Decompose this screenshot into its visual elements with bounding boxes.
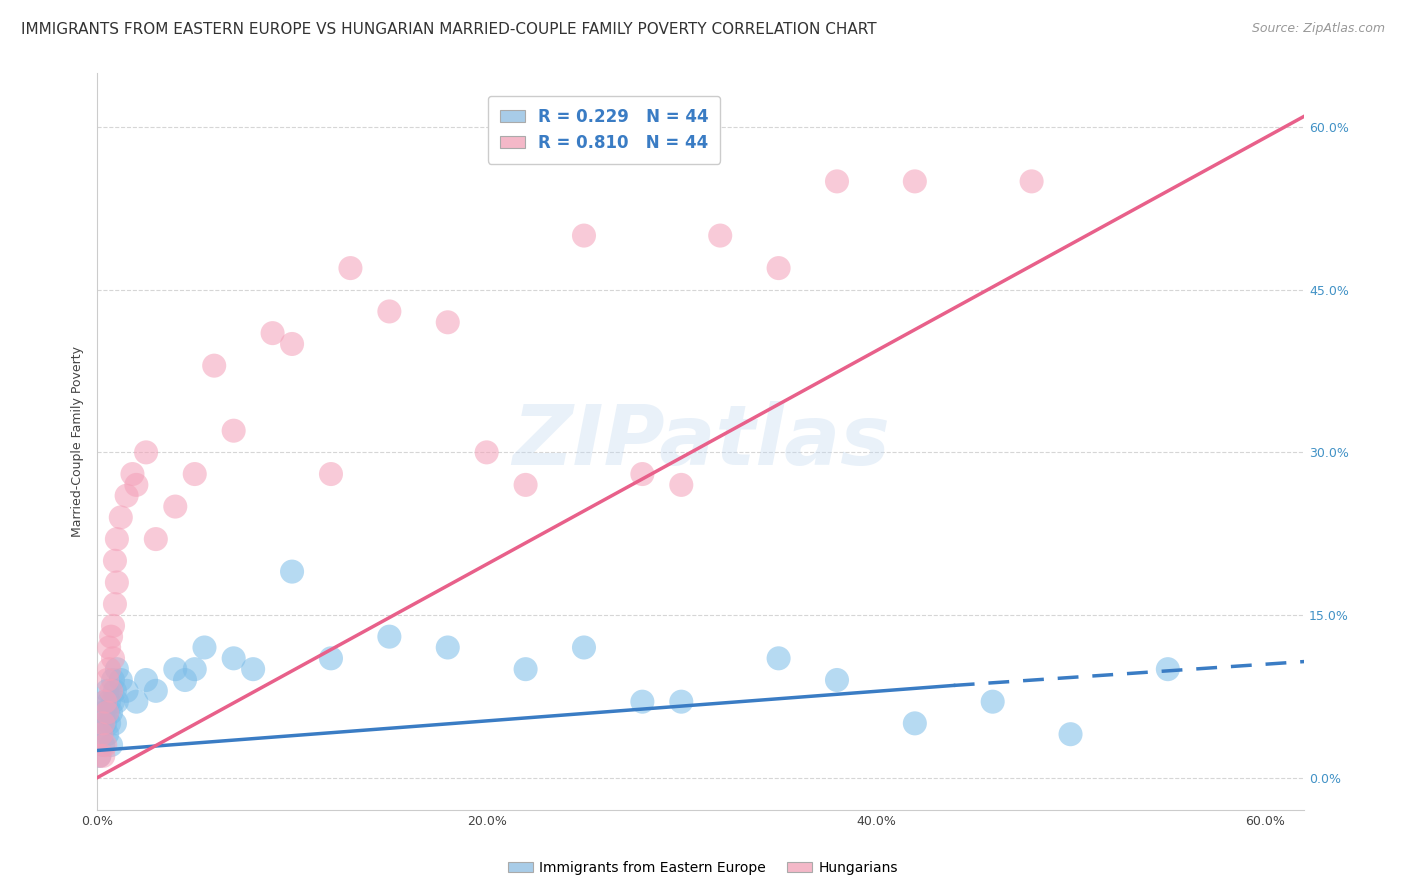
Point bbox=[222, 424, 245, 438]
Point bbox=[475, 445, 498, 459]
Point bbox=[281, 337, 304, 351]
Point bbox=[135, 445, 157, 459]
Point bbox=[339, 261, 361, 276]
Point bbox=[378, 630, 401, 644]
Text: Source: ZipAtlas.com: Source: ZipAtlas.com bbox=[1251, 22, 1385, 36]
Y-axis label: Married-Couple Family Poverty: Married-Couple Family Poverty bbox=[72, 346, 84, 537]
Point bbox=[96, 706, 118, 720]
Point bbox=[90, 727, 112, 741]
Point bbox=[281, 565, 304, 579]
Point bbox=[115, 489, 138, 503]
Point bbox=[91, 706, 114, 720]
Point bbox=[981, 695, 1004, 709]
Point bbox=[222, 651, 245, 665]
Point bbox=[319, 467, 342, 481]
Point bbox=[145, 532, 167, 546]
Point bbox=[165, 500, 187, 514]
Point bbox=[436, 640, 458, 655]
Point bbox=[104, 683, 127, 698]
Point bbox=[184, 662, 207, 676]
Point bbox=[631, 695, 654, 709]
Point bbox=[1021, 174, 1043, 188]
Point bbox=[135, 673, 157, 687]
Point bbox=[96, 727, 118, 741]
Point bbox=[100, 738, 122, 752]
Point bbox=[96, 673, 118, 687]
Point bbox=[91, 716, 114, 731]
Point bbox=[242, 662, 264, 676]
Point bbox=[319, 651, 342, 665]
Point bbox=[98, 695, 121, 709]
Point bbox=[145, 683, 167, 698]
Legend: Immigrants from Eastern Europe, Hungarians: Immigrants from Eastern Europe, Hungaria… bbox=[502, 855, 904, 880]
Point bbox=[436, 315, 458, 329]
Point bbox=[378, 304, 401, 318]
Legend: R = 0.229   N = 44, R = 0.810   N = 44: R = 0.229 N = 44, R = 0.810 N = 44 bbox=[488, 96, 720, 164]
Point bbox=[101, 673, 124, 687]
Point bbox=[98, 662, 121, 676]
Point bbox=[94, 695, 117, 709]
Point bbox=[515, 662, 537, 676]
Point bbox=[184, 467, 207, 481]
Point bbox=[768, 261, 790, 276]
Point bbox=[94, 716, 117, 731]
Point bbox=[100, 706, 122, 720]
Point bbox=[1157, 662, 1180, 676]
Point bbox=[89, 748, 111, 763]
Point bbox=[202, 359, 225, 373]
Point bbox=[104, 597, 127, 611]
Point bbox=[515, 478, 537, 492]
Point bbox=[262, 326, 284, 340]
Point bbox=[165, 662, 187, 676]
Point bbox=[671, 695, 693, 709]
Point bbox=[101, 695, 124, 709]
Point bbox=[631, 467, 654, 481]
Point bbox=[768, 651, 790, 665]
Point bbox=[104, 554, 127, 568]
Point bbox=[572, 228, 595, 243]
Point bbox=[115, 683, 138, 698]
Point bbox=[94, 738, 117, 752]
Point bbox=[105, 662, 128, 676]
Point bbox=[105, 575, 128, 590]
Point bbox=[121, 467, 143, 481]
Point bbox=[904, 174, 927, 188]
Point bbox=[90, 727, 112, 741]
Point bbox=[825, 673, 848, 687]
Point bbox=[105, 695, 128, 709]
Text: IMMIGRANTS FROM EASTERN EUROPE VS HUNGARIAN MARRIED-COUPLE FAMILY POVERTY CORREL: IMMIGRANTS FROM EASTERN EUROPE VS HUNGAR… bbox=[21, 22, 877, 37]
Point bbox=[100, 683, 122, 698]
Point bbox=[104, 716, 127, 731]
Point bbox=[904, 716, 927, 731]
Point bbox=[125, 478, 148, 492]
Point bbox=[174, 673, 197, 687]
Point bbox=[96, 706, 118, 720]
Point bbox=[825, 174, 848, 188]
Point bbox=[100, 630, 122, 644]
Point bbox=[98, 640, 121, 655]
Point bbox=[105, 532, 128, 546]
Point bbox=[94, 695, 117, 709]
Point bbox=[89, 748, 111, 763]
Point bbox=[101, 651, 124, 665]
Point bbox=[91, 738, 114, 752]
Point bbox=[98, 716, 121, 731]
Point bbox=[101, 619, 124, 633]
Point bbox=[125, 695, 148, 709]
Text: ZIPatlas: ZIPatlas bbox=[512, 401, 890, 482]
Point bbox=[193, 640, 215, 655]
Point bbox=[709, 228, 731, 243]
Point bbox=[671, 478, 693, 492]
Point bbox=[1059, 727, 1081, 741]
Point bbox=[572, 640, 595, 655]
Point bbox=[110, 673, 132, 687]
Point bbox=[96, 683, 118, 698]
Point bbox=[91, 748, 114, 763]
Point bbox=[110, 510, 132, 524]
